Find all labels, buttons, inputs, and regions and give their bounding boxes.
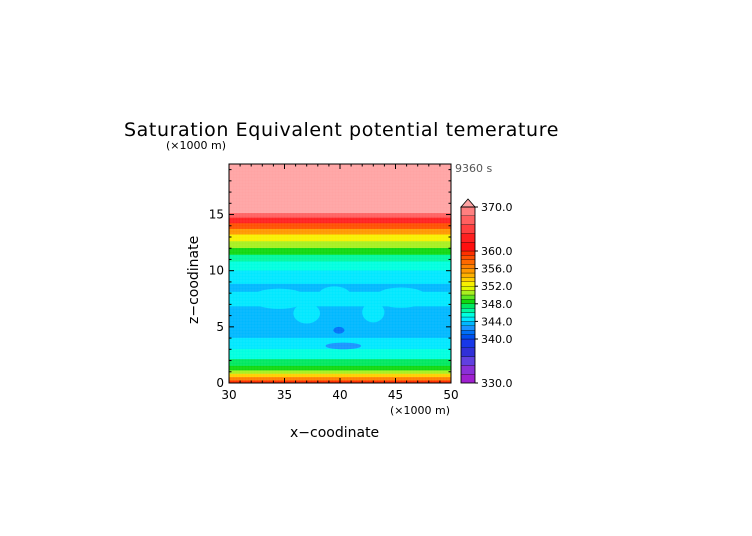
- colorbar-label: 340.0: [481, 333, 513, 346]
- plot-area: [229, 164, 451, 383]
- y-tick-label: 0: [216, 376, 224, 390]
- colorbar-swatch: [460, 215, 476, 225]
- contour-band: [229, 362, 451, 371]
- x-tick-label: 30: [221, 388, 236, 402]
- colorbar-swatch: [460, 338, 476, 348]
- colorbar-swatch: [460, 250, 476, 256]
- colorbar-swatch: [460, 374, 476, 384]
- contour-lobe: [318, 286, 350, 303]
- colorbar-swatch: [460, 233, 476, 243]
- contour-spot: [325, 342, 362, 350]
- contour-lobe: [293, 303, 321, 324]
- colorbar-label: 348.0: [481, 298, 513, 311]
- colorbar-swatch: [460, 365, 476, 375]
- colorbar-label: 330.0: [481, 377, 513, 390]
- colorbar-swatch: [460, 312, 476, 318]
- x-tick-label: 50: [443, 388, 458, 402]
- y-tick-label: 15: [209, 208, 224, 222]
- colorbar-label: 360.0: [481, 245, 513, 258]
- contour-band: [229, 258, 451, 271]
- colorbar-swatch: [460, 294, 476, 300]
- colorbar-swatch: [460, 303, 476, 309]
- colorbar-swatch: [460, 277, 476, 282]
- colorbar-swatch: [460, 255, 476, 260]
- colorbar-swatch: [460, 316, 476, 322]
- colorbar-label: 344.0: [481, 315, 513, 328]
- x-tick-label: 45: [388, 388, 403, 402]
- colorbar-frame: [460, 206, 476, 384]
- chart-title: Saturation Equivalent potential temeratu…: [124, 119, 559, 141]
- contour-spot: [333, 326, 345, 334]
- y-axis-label: z−coodinate: [186, 236, 202, 324]
- axes: 30 35 40 45 50 0 5 10 15: [209, 163, 459, 402]
- colorbar-swatch: [460, 334, 476, 340]
- colorbar-swatch: [460, 259, 476, 265]
- colorbar-swatch: [460, 242, 476, 252]
- colorbar-extend-arrow: [460, 198, 476, 208]
- colorbar-swatch: [460, 321, 476, 326]
- colorbar-swatch: [460, 268, 476, 274]
- colorbar-swatch: [460, 308, 476, 313]
- colorbar-swatch: [460, 206, 476, 216]
- colorbar-label: 352.0: [481, 280, 513, 293]
- colorbar: 330.0 340.0 344.0 348.0 352.0 356.0 360.0 370.0: [460, 198, 513, 390]
- colorbar-swatch: [460, 299, 476, 304]
- colorbar-swatch: [460, 264, 476, 269]
- colorbar-label: 356.0: [481, 263, 513, 276]
- colorbar-swatch: [460, 325, 476, 331]
- contour-band: [229, 267, 451, 284]
- x-tick-label: 40: [332, 388, 347, 402]
- x-axis-unit: (×1000 m): [390, 404, 450, 417]
- contour-band: [229, 164, 451, 214]
- y-tick-label: 10: [209, 264, 224, 278]
- y-axis-unit: (×1000 m): [166, 139, 226, 152]
- colorbar-label: 370.0: [481, 201, 513, 214]
- x-axis-label: x−coodinate: [290, 425, 379, 441]
- colorbar-swatch: [460, 281, 476, 287]
- contour-lobe: [250, 288, 308, 309]
- colorbar-swatch: [460, 330, 476, 335]
- colorbar-swatch: [460, 290, 476, 296]
- y-tick-label: 5: [216, 320, 224, 334]
- time-label: 9360 s: [455, 162, 492, 175]
- colorbar-swatch: [460, 272, 476, 278]
- contour-band: [229, 303, 451, 338]
- colorbar-swatch: [460, 347, 476, 357]
- colorbar-swatch: [460, 224, 476, 234]
- colorbar-swatch: [460, 356, 476, 366]
- field: [229, 164, 451, 383]
- contour-lobe: [362, 302, 385, 323]
- contour-band: [229, 334, 451, 350]
- colorbar-swatch: [460, 286, 476, 291]
- x-tick-label: 35: [277, 388, 292, 402]
- contour-lobe: [374, 287, 428, 308]
- cell-grid: [229, 164, 451, 383]
